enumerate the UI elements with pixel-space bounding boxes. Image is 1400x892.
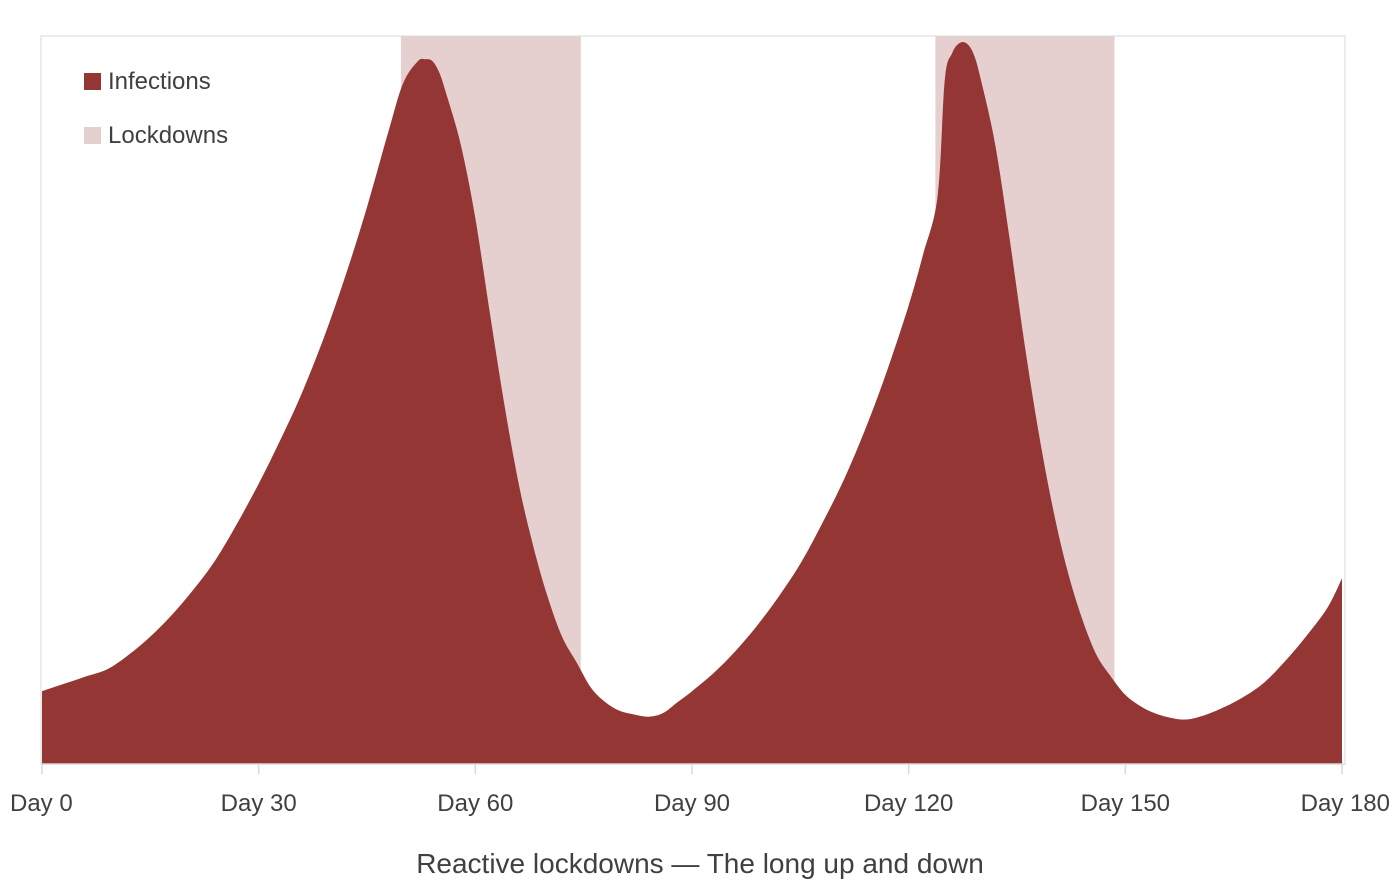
- x-tick-label: Day 180: [1301, 790, 1390, 817]
- x-tick-label: Day 120: [864, 790, 953, 817]
- x-tick-labels: Day 0 Day 30 Day 60 Day 90 Day 120 Day 150 Day…: [10, 790, 1390, 817]
- x-tick-label: Day 0: [10, 790, 73, 817]
- legend-swatch-infections: [84, 73, 101, 90]
- x-tick-label: Day 90: [654, 790, 730, 817]
- infections-area-layer: [42, 41, 1342, 764]
- legend-swatch-lockdowns: [84, 127, 101, 144]
- x-tick-label: Day 60: [437, 790, 513, 817]
- infections-area: [42, 41, 1342, 764]
- axis-layer: [40, 35, 1346, 774]
- chart-title: Reactive lockdowns — The long up and dow…: [416, 848, 984, 879]
- x-tick-label: Day 150: [1081, 790, 1170, 817]
- legend-label-lockdowns: Lockdowns: [108, 122, 228, 149]
- legend-label-infections: Infections: [108, 68, 211, 95]
- legend: Infections Lockdowns: [84, 68, 228, 149]
- x-tick-label: Day 30: [221, 790, 297, 817]
